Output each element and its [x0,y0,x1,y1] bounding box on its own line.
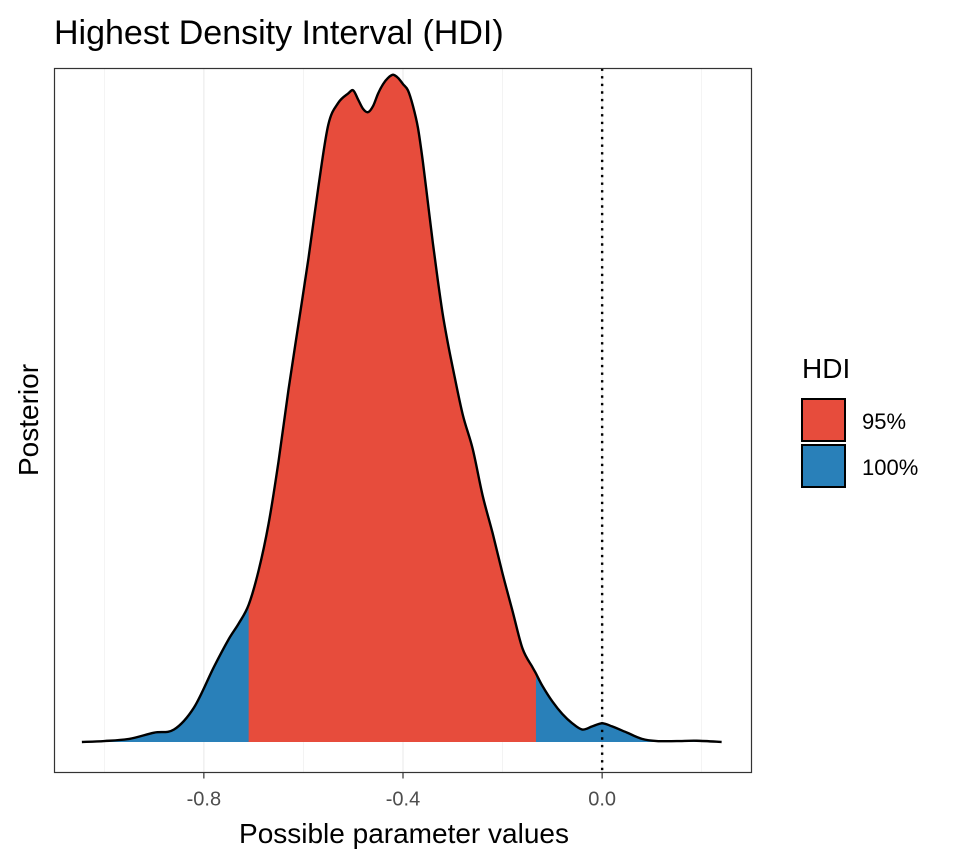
x-axis-ticks: -0.8 -0.4 0.0 [187,772,616,811]
legend-title: HDI [802,353,850,384]
density-outline [81,73,722,744]
legend-label-100: 100% [862,455,918,480]
y-axis-label: Posterior [13,364,44,476]
density-areas [81,73,722,744]
legend: HDI 95% 100% [801,353,918,488]
legend-swatch-95 [801,398,846,442]
legend-label-95: 95% [862,409,906,434]
x-tick-label: 0.0 [588,789,616,811]
x-tick-label: -0.8 [187,789,221,811]
x-axis-label: Possible parameter values [239,818,569,849]
x-tick-label: -0.4 [386,789,420,811]
chart-title: Highest Density Interval (HDI) [54,14,504,52]
legend-swatch-100 [801,444,846,488]
hdi-area-95 [248,74,536,743]
